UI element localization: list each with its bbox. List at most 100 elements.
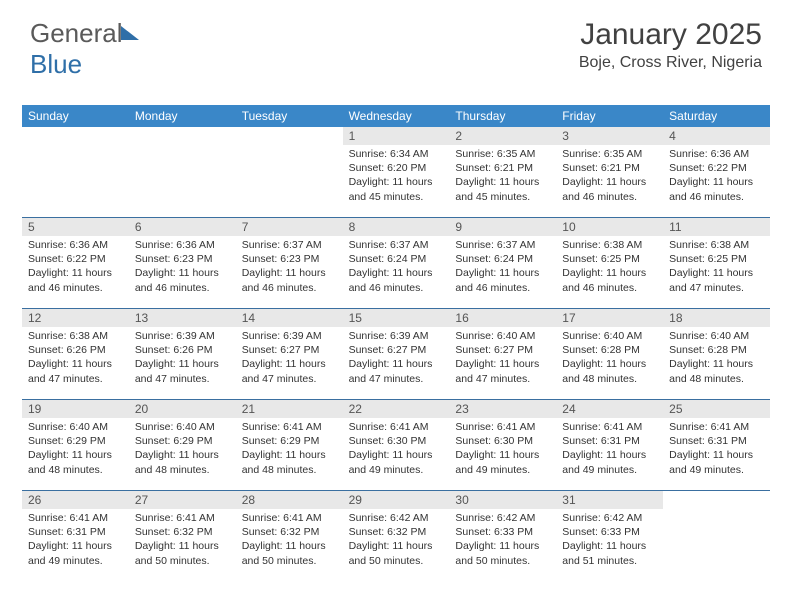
- day-number: 30: [449, 491, 556, 509]
- daylight-minutes: 47: [48, 373, 60, 385]
- day-number: 17: [556, 309, 663, 327]
- sunrise-time: 6:38 AM: [69, 330, 108, 342]
- calendar-cell: 19Sunrise: 6:40 AMSunset: 6:29 PMDayligh…: [22, 400, 129, 490]
- sunrise-time: 6:36 AM: [711, 148, 750, 160]
- sunrise-time: 6:36 AM: [69, 239, 108, 251]
- daylight-minutes: 47: [369, 373, 381, 385]
- sunset-time: 6:21 PM: [494, 162, 533, 174]
- daylight-hours: 11: [392, 267, 403, 279]
- daylight-minutes: 48: [155, 464, 167, 476]
- daylight-minutes: 46: [476, 282, 488, 294]
- calendar-body: 1Sunrise: 6:34 AMSunset: 6:20 PMDaylight…: [22, 127, 770, 581]
- calendar-cell: [663, 491, 770, 581]
- day-number: 28: [236, 491, 343, 509]
- sunset-time: 6:30 PM: [387, 435, 426, 447]
- sunrise-time: 6:41 AM: [711, 421, 750, 433]
- calendar-cell: 11Sunrise: 6:38 AMSunset: 6:25 PMDayligh…: [663, 218, 770, 308]
- day-number: 15: [343, 309, 450, 327]
- daylight-hours: 11: [713, 267, 724, 279]
- sunrise-time: 6:37 AM: [497, 239, 536, 251]
- sunset-time: 6:33 PM: [601, 526, 640, 538]
- day-info: Sunrise: 6:39 AMSunset: 6:27 PMDaylight:…: [343, 327, 450, 386]
- daylight-minutes: 45: [369, 191, 381, 203]
- day-info: Sunrise: 6:38 AMSunset: 6:25 PMDaylight:…: [556, 236, 663, 295]
- day-number: 12: [22, 309, 129, 327]
- sunrise-time: 6:39 AM: [176, 330, 215, 342]
- sunrise-time: 6:36 AM: [176, 239, 215, 251]
- sunrise-time: 6:34 AM: [390, 148, 429, 160]
- sunset-time: 6:25 PM: [708, 253, 747, 265]
- day-info: Sunrise: 6:41 AMSunset: 6:30 PMDaylight:…: [343, 418, 450, 477]
- day-number: 7: [236, 218, 343, 236]
- calendar-cell: 6Sunrise: 6:36 AMSunset: 6:23 PMDaylight…: [129, 218, 236, 308]
- daylight-hours: 11: [606, 449, 617, 461]
- day-number: 3: [556, 127, 663, 145]
- daylight-hours: 11: [499, 267, 510, 279]
- day-info: Sunrise: 6:42 AMSunset: 6:32 PMDaylight:…: [343, 509, 450, 568]
- daylight-hours: 11: [72, 540, 83, 552]
- sunrise-time: 6:42 AM: [390, 512, 429, 524]
- daylight-minutes: 50: [369, 555, 381, 567]
- daylight-hours: 11: [72, 449, 83, 461]
- daylight-minutes: 46: [155, 282, 167, 294]
- sunrise-time: 6:41 AM: [604, 421, 643, 433]
- calendar-cell: 18Sunrise: 6:40 AMSunset: 6:28 PMDayligh…: [663, 309, 770, 399]
- daylight-minutes: 46: [262, 282, 274, 294]
- daylight-minutes: 47: [155, 373, 167, 385]
- daylight-hours: 11: [179, 449, 190, 461]
- day-header-cell: Sunday: [22, 105, 129, 127]
- daylight-minutes: 46: [369, 282, 381, 294]
- sunset-time: 6:33 PM: [494, 526, 533, 538]
- day-info: Sunrise: 6:41 AMSunset: 6:29 PMDaylight:…: [236, 418, 343, 477]
- sunset-time: 6:31 PM: [708, 435, 747, 447]
- daylight-hours: 11: [392, 540, 403, 552]
- calendar-cell: 14Sunrise: 6:39 AMSunset: 6:27 PMDayligh…: [236, 309, 343, 399]
- sunset-time: 6:23 PM: [173, 253, 212, 265]
- daylight-minutes: 49: [369, 464, 381, 476]
- day-number: 14: [236, 309, 343, 327]
- daylight-hours: 11: [285, 540, 296, 552]
- logo-text-2: Blue: [30, 49, 82, 79]
- daylight-hours: 11: [72, 358, 83, 370]
- sunrise-time: 6:41 AM: [176, 512, 215, 524]
- calendar-cell: 15Sunrise: 6:39 AMSunset: 6:27 PMDayligh…: [343, 309, 450, 399]
- calendar-cell: 5Sunrise: 6:36 AMSunset: 6:22 PMDaylight…: [22, 218, 129, 308]
- day-info: Sunrise: 6:41 AMSunset: 6:31 PMDaylight:…: [663, 418, 770, 477]
- day-number: 31: [556, 491, 663, 509]
- sunrise-time: 6:41 AM: [69, 512, 108, 524]
- calendar-cell: 7Sunrise: 6:37 AMSunset: 6:23 PMDaylight…: [236, 218, 343, 308]
- logo-triangle-icon: [121, 26, 139, 40]
- day-header-cell: Monday: [129, 105, 236, 127]
- day-number: 5: [22, 218, 129, 236]
- calendar-week: 1Sunrise: 6:34 AMSunset: 6:20 PMDaylight…: [22, 127, 770, 217]
- day-info: Sunrise: 6:40 AMSunset: 6:29 PMDaylight:…: [129, 418, 236, 477]
- calendar-week: 12Sunrise: 6:38 AMSunset: 6:26 PMDayligh…: [22, 308, 770, 399]
- calendar-week: 26Sunrise: 6:41 AMSunset: 6:31 PMDayligh…: [22, 490, 770, 581]
- sunset-time: 6:29 PM: [67, 435, 106, 447]
- sunset-time: 6:31 PM: [67, 526, 106, 538]
- daylight-hours: 11: [713, 176, 724, 188]
- sunset-time: 6:32 PM: [173, 526, 212, 538]
- day-info: Sunrise: 6:40 AMSunset: 6:28 PMDaylight:…: [663, 327, 770, 386]
- day-info: Sunrise: 6:41 AMSunset: 6:31 PMDaylight:…: [22, 509, 129, 568]
- daylight-hours: 11: [499, 540, 510, 552]
- day-header-cell: Tuesday: [236, 105, 343, 127]
- daylight-hours: 11: [499, 358, 510, 370]
- calendar-cell: 12Sunrise: 6:38 AMSunset: 6:26 PMDayligh…: [22, 309, 129, 399]
- daylight-hours: 11: [392, 176, 403, 188]
- day-number: 25: [663, 400, 770, 418]
- daylight-minutes: 49: [583, 464, 595, 476]
- sunset-time: 6:29 PM: [173, 435, 212, 447]
- day-number: 4: [663, 127, 770, 145]
- daylight-hours: 11: [606, 176, 617, 188]
- daylight-minutes: 45: [476, 191, 488, 203]
- day-number: 23: [449, 400, 556, 418]
- daylight-hours: 11: [285, 358, 296, 370]
- day-number: 20: [129, 400, 236, 418]
- daylight-minutes: 47: [476, 373, 488, 385]
- daylight-hours: 11: [179, 267, 190, 279]
- calendar-cell: 27Sunrise: 6:41 AMSunset: 6:32 PMDayligh…: [129, 491, 236, 581]
- daylight-hours: 11: [392, 449, 403, 461]
- day-number: 18: [663, 309, 770, 327]
- page-subtitle: Boje, Cross River, Nigeria: [579, 54, 762, 72]
